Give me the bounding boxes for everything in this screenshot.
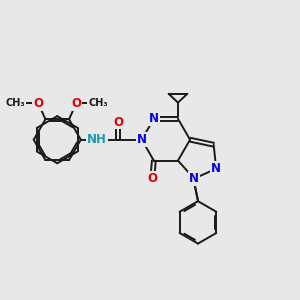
- Text: CH₃: CH₃: [6, 98, 25, 108]
- Text: O: O: [113, 116, 123, 128]
- Text: N: N: [149, 112, 159, 125]
- Text: N: N: [189, 172, 199, 185]
- Text: N: N: [137, 133, 147, 146]
- Text: CH₃: CH₃: [88, 98, 108, 108]
- Text: O: O: [33, 97, 43, 110]
- Text: NH: NH: [87, 133, 107, 146]
- Text: N: N: [211, 162, 221, 175]
- Text: O: O: [71, 97, 81, 110]
- Text: O: O: [147, 172, 158, 185]
